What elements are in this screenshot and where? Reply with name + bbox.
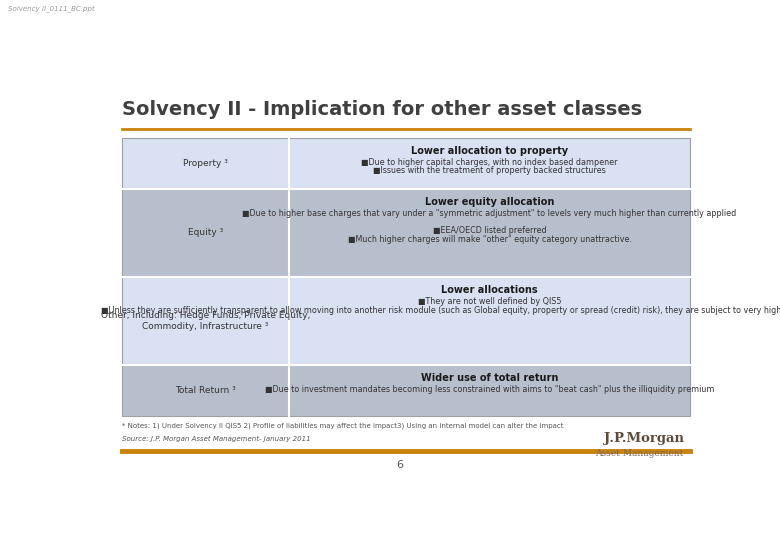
- Text: Lower equity allocation: Lower equity allocation: [425, 197, 555, 207]
- Text: ■Much higher charges will make "other" equity category unattractive.: ■Much higher charges will make "other" e…: [348, 235, 632, 244]
- Text: Property ³: Property ³: [183, 159, 228, 167]
- Text: Lower allocation to property: Lower allocation to property: [411, 146, 568, 156]
- Text: ■Due to higher base charges that vary under a "symmetric adjustment" to levels v: ■Due to higher base charges that vary un…: [243, 208, 737, 218]
- Text: Solvency II - Implication for other asset classes: Solvency II - Implication for other asse…: [122, 100, 642, 119]
- FancyBboxPatch shape: [122, 277, 690, 365]
- Text: Lower allocations: Lower allocations: [441, 285, 538, 295]
- Text: Source: J.P. Morgan Asset Management- January 2011: Source: J.P. Morgan Asset Management- Ja…: [122, 436, 310, 442]
- FancyBboxPatch shape: [122, 365, 690, 416]
- FancyBboxPatch shape: [122, 188, 690, 277]
- Text: ■Unless they are sufficiently transparent to allow moving into another risk modu: ■Unless they are sufficiently transparen…: [101, 306, 780, 314]
- Text: Solvency II_0111_BC.ppt: Solvency II_0111_BC.ppt: [8, 5, 94, 12]
- Text: * Notes: 1) Under Solvency II QIS5 2) Profile of liabilities may affect the impa: * Notes: 1) Under Solvency II QIS5 2) Pr…: [122, 422, 563, 429]
- Text: Other, including: Hedge Funds, Private Equity,
Commodity, Infrastructure ³: Other, including: Hedge Funds, Private E…: [101, 311, 310, 330]
- Text: ■Due to higher capital charges, with no index based dampener: ■Due to higher capital charges, with no …: [361, 158, 618, 166]
- Text: Total Return ³: Total Return ³: [176, 386, 236, 395]
- Text: ■EEA/OECD listed preferred: ■EEA/OECD listed preferred: [433, 226, 547, 235]
- Text: Wider use of total return: Wider use of total return: [421, 373, 558, 383]
- Text: ■They are not well defined by QIS5: ■They are not well defined by QIS5: [418, 297, 562, 306]
- Text: J.P.Morgan: J.P.Morgan: [604, 432, 684, 445]
- FancyBboxPatch shape: [122, 138, 690, 188]
- Text: ■Due to investment mandates becoming less constrained with aims to "beat cash" p: ■Due to investment mandates becoming les…: [265, 385, 714, 394]
- Text: 6: 6: [396, 460, 403, 470]
- Text: ■Issues with the treatment of property backed structures: ■Issues with the treatment of property b…: [374, 166, 606, 176]
- Text: Equity ³: Equity ³: [188, 228, 223, 237]
- Text: Asset Management: Asset Management: [595, 449, 684, 458]
